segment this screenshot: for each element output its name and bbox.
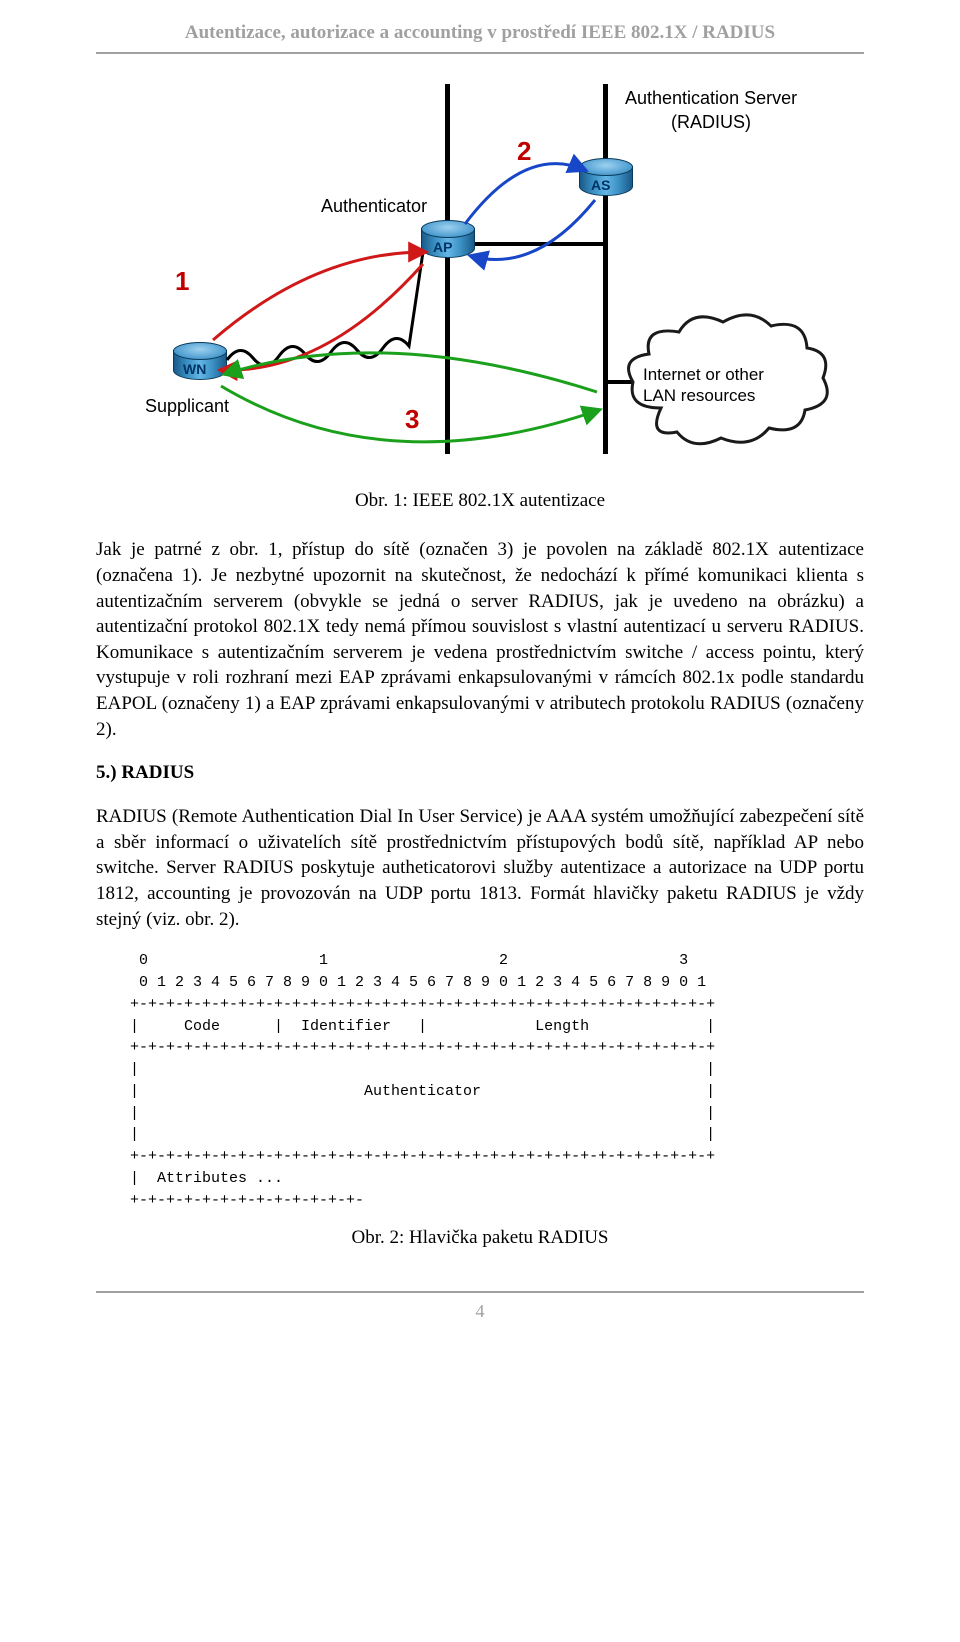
cloud-line1: Internet or other [643,365,764,384]
supplicant-label: Supplicant [145,394,229,418]
paragraph-2: RADIUS (Remote Authentication Dial In Us… [96,804,864,932]
figure-1: WN AP AS [96,74,864,514]
cloud-line2: LAN resources [643,386,755,405]
section-heading-radius: 5.) RADIUS [96,760,864,786]
page-header-title: Autentizace, autorizace a accounting v p… [96,20,864,46]
cloud-text: Internet or other LAN resources [643,364,823,407]
auth-server-label: Authentication Server (RADIUS) [625,86,797,135]
footer-rule [96,1291,864,1293]
network-diagram: WN AP AS [125,74,835,474]
figure-1-caption: Obr. 1: IEEE 802.1X autentizace [96,488,864,514]
figure-2-caption: Obr. 2: Hlavička paketu RADIUS [96,1225,864,1251]
paragraph-1: Jak je patrné z obr. 1, přístup do sítě … [96,537,864,742]
page-number: 4 [96,1299,864,1323]
num-2: 2 [517,134,531,169]
figure-2: 0 1 2 3 0 1 2 3 4 5 6 7 8 9 0 1 2 3 4 5 … [96,950,864,1251]
num-1: 1 [175,264,189,299]
radius-header-ascii: 0 1 2 3 0 1 2 3 4 5 6 7 8 9 0 1 2 3 4 5 … [130,950,830,1211]
authenticator-label: Authenticator [321,194,427,218]
header-rule [96,52,864,54]
num-3: 3 [405,402,419,437]
